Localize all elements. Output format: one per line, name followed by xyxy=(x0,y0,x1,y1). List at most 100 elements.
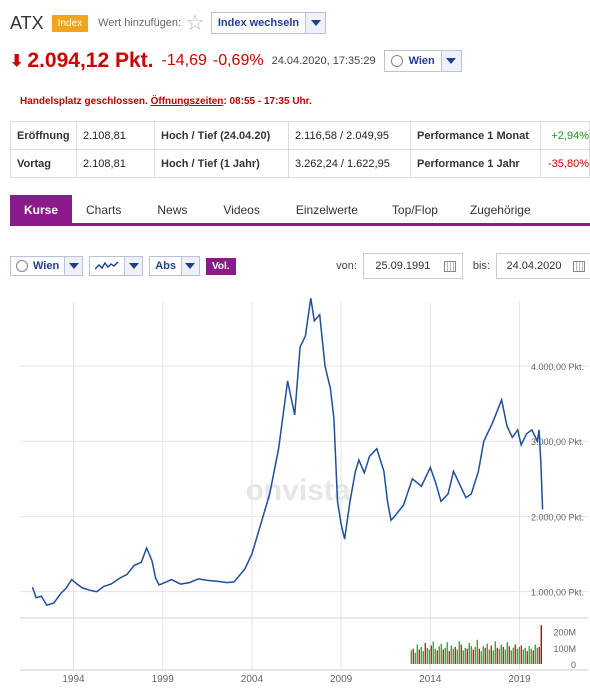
stat-label: Eröffnung xyxy=(10,121,77,150)
tab-einzelwerte[interactable]: Einzelwerte xyxy=(295,202,358,217)
volume-tick-label: 100M xyxy=(553,644,576,654)
volume-bar xyxy=(534,644,536,664)
volume-bar xyxy=(524,647,526,664)
table-row: Vortag 2.108,81 Hoch / Tief (1 Jahr) 3.2… xyxy=(10,149,590,178)
volume-bar xyxy=(506,642,508,664)
volume-bar xyxy=(538,647,540,664)
chart-type-select[interactable] xyxy=(89,256,144,276)
volume-bar xyxy=(468,643,470,664)
volume-bar xyxy=(462,650,464,664)
volume-bar xyxy=(412,648,414,664)
index-switch-label: Index wechseln xyxy=(217,17,300,29)
volume-bar xyxy=(502,647,504,664)
chart-controls: Wien Abs Vol. von: 25.09.1991 bis: 24.04… xyxy=(10,253,590,279)
calendar-icon[interactable] xyxy=(573,260,585,272)
volume-axis-labels: 0 100M 200M xyxy=(553,628,576,670)
volume-bar xyxy=(436,650,438,664)
asset-name: ATX xyxy=(10,12,44,33)
notice-text: Handelsplatz geschlossen. xyxy=(20,96,148,107)
volume-bar xyxy=(446,642,448,664)
stat-value: 2.116,58 / 2.049,95 xyxy=(288,121,411,150)
volume-bar xyxy=(540,625,542,664)
volume-bar xyxy=(508,646,510,664)
price-value: 2.094,12 Pkt. xyxy=(27,49,154,72)
stat-value: +2,94% xyxy=(540,121,590,150)
volume-bar xyxy=(482,646,484,664)
volume-bar xyxy=(458,641,460,664)
volume-toggle-button[interactable]: Vol. xyxy=(205,257,236,275)
tab-top-flop[interactable]: Top/Flop xyxy=(391,202,438,217)
clock-icon xyxy=(390,55,403,67)
volume-bar xyxy=(498,648,500,664)
y-tick-label: 1.000,00 Pkt. xyxy=(531,588,584,598)
volume-bar xyxy=(472,649,474,664)
chart-exchange-label: Wien xyxy=(33,260,60,272)
volume-bar xyxy=(512,647,514,664)
chevron-down-icon xyxy=(440,51,461,71)
volume-bar xyxy=(452,648,454,664)
volume-bar xyxy=(440,643,442,664)
volume-bar xyxy=(476,639,478,664)
star-icon[interactable]: ☆ xyxy=(185,10,205,35)
tab-kurse[interactable]: Kurse xyxy=(10,194,73,225)
volume-bar xyxy=(416,644,418,664)
opening-hours-link[interactable]: Öffnungszeiten xyxy=(150,96,224,107)
tab-charts[interactable]: Charts xyxy=(86,202,122,217)
key-figures-table: Eröffnung 2.108,81 Hoch / Tief (24.04.20… xyxy=(10,121,590,178)
volume-bar xyxy=(470,646,472,664)
volume-tick-label: 200M xyxy=(553,628,576,638)
volume-bar xyxy=(464,647,466,664)
chevron-down-icon xyxy=(64,257,83,275)
volume-bar xyxy=(444,647,446,664)
table-row: Eröffnung 2.108,81 Hoch / Tief (24.04.20… xyxy=(10,121,590,150)
market-closed-notice: Handelsplatz geschlossen. Öffnungszeiten… xyxy=(20,96,312,107)
stat-label: Performance 1 Jahr xyxy=(410,149,541,178)
volume-bar xyxy=(430,645,432,664)
down-arrow-icon: ⬇ xyxy=(10,53,24,70)
stat-label: Vortag xyxy=(10,149,77,178)
volume-bar xyxy=(442,649,444,664)
clock-icon xyxy=(16,260,28,272)
tab-zugehoerige[interactable]: Zugehörige xyxy=(469,202,531,217)
volume-bar xyxy=(516,648,518,664)
calendar-icon[interactable] xyxy=(443,260,456,272)
stat-label: Hoch / Tief (1 Jahr) xyxy=(154,149,289,178)
chart-exchange-select[interactable]: Wien xyxy=(10,256,84,276)
volume-bar xyxy=(528,646,530,664)
from-date-input[interactable]: 25.09.1991 xyxy=(362,253,463,279)
volume-bar xyxy=(526,651,528,664)
price-series-line xyxy=(31,298,544,607)
volume-bar xyxy=(434,648,436,664)
asset-type-badge: Index xyxy=(51,14,89,32)
price-chart[interactable]: onvista 1.000,00 Pkt. 2.000,00 Pkt. 3.000,… xyxy=(0,292,590,689)
to-date-input[interactable]: 24.04.2020 xyxy=(496,253,590,279)
y-tick-label: 3.000,00 Pkt. xyxy=(531,437,584,447)
volume-bar xyxy=(460,644,462,664)
volume-bar xyxy=(518,647,520,664)
volume-bar xyxy=(522,649,524,664)
chevron-down-icon xyxy=(180,257,199,275)
exchange-select[interactable]: Wien xyxy=(383,50,462,72)
volume-bar xyxy=(536,647,538,664)
volume-bar xyxy=(532,650,534,664)
volume-bar xyxy=(514,644,516,664)
exchange-label: Wien xyxy=(408,55,435,67)
change-percent: -0,69% xyxy=(212,52,264,69)
y-tick-label: 2.000,00 Pkt. xyxy=(531,512,584,522)
volume-tick-label: 0 xyxy=(571,660,576,670)
volume-bar xyxy=(420,647,422,664)
header: ATX Index Wert hinzufügen: ☆ Index wechs… xyxy=(10,10,327,36)
y-axis-labels: 1.000,00 Pkt. 2.000,00 Pkt. 3.000,00 Pkt. 4… xyxy=(531,362,584,598)
volume-bar xyxy=(520,645,522,664)
scale-select[interactable]: Abs xyxy=(149,256,200,276)
to-date-value: 24.04.2020 xyxy=(506,260,562,272)
index-switch-select[interactable]: Index wechseln xyxy=(210,12,327,34)
stat-value: 2.108,81 xyxy=(76,121,155,150)
x-axis-labels: 1994 1999 2004 2009 2014 2019 xyxy=(62,674,531,685)
volume-bar xyxy=(484,647,486,664)
volume-bar xyxy=(422,651,424,664)
tab-news[interactable]: News xyxy=(157,202,188,217)
volume-bars xyxy=(410,625,542,664)
tab-videos[interactable]: Videos xyxy=(223,202,260,217)
volume-bar xyxy=(504,649,506,664)
